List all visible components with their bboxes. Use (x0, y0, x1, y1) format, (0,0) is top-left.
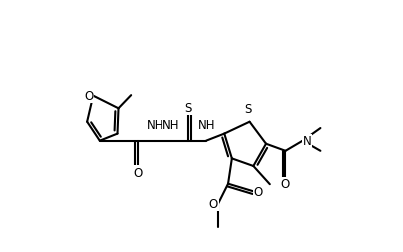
Text: O: O (281, 178, 290, 191)
Text: NH: NH (198, 119, 215, 132)
Text: O: O (253, 185, 263, 198)
Text: O: O (84, 90, 93, 103)
Text: NH: NH (162, 119, 180, 132)
Text: NH: NH (147, 119, 164, 132)
Text: S: S (185, 102, 192, 115)
Text: O: O (133, 166, 142, 179)
Text: N: N (303, 135, 312, 148)
Text: S: S (244, 102, 251, 115)
Text: O: O (209, 198, 218, 211)
